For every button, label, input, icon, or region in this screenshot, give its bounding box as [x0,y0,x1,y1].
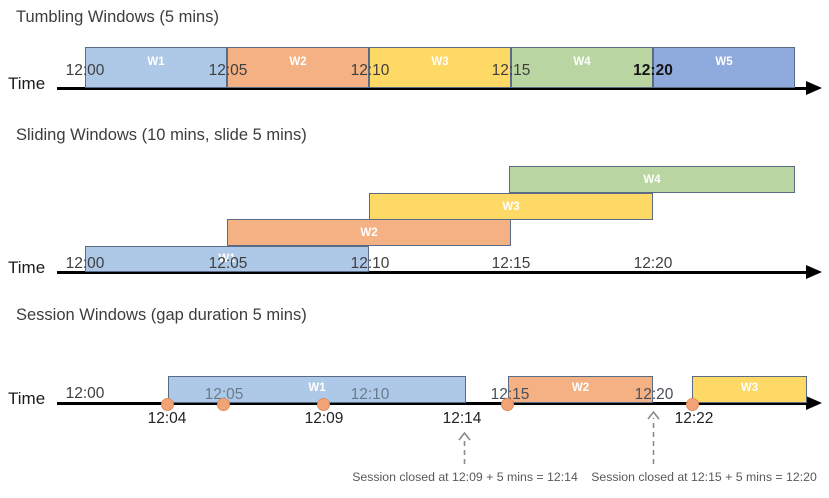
tumbling-window-w2: W2 [227,47,369,88]
session-close-arrow-1-icon [458,431,471,464]
window-label: W2 [360,226,378,239]
event-label-1204: 12:04 [147,410,187,427]
event-label-1222: 12:22 [674,410,714,427]
window-label: W4 [573,56,591,68]
sliding-tick-1200: 12:00 [65,255,105,272]
session-timeline [57,402,808,405]
window-label: W3 [502,200,520,213]
sliding-timeline-arrow-icon [806,265,822,279]
tumbling-tick-1215: 12:15 [491,62,531,79]
window-label: W2 [289,56,307,68]
window-label: W1 [308,382,326,394]
tumbling-timeline-arrow-icon [806,81,822,95]
sliding-tick-1210: 12:10 [350,255,390,272]
event-dot-1222 [686,398,699,411]
tumbling-timeline [57,87,808,90]
window-label: W1 [218,253,236,265]
session-inner-tick-1205: 12:05 [204,386,244,403]
tumbling-tick-1210: 12:10 [350,62,390,79]
tumbling-window-w3: W3 [369,47,511,88]
sliding-window-w2: W2 [227,219,511,246]
window-label: W1 [147,56,165,68]
session-inner-tick-1210: 12:10 [350,386,390,403]
session-start-tick: 12:00 [65,385,105,402]
tumbling-tick-1205: 12:05 [208,62,248,79]
sliding-window-w3: W3 [369,193,653,220]
tumbling-tick-1220: 12:20 [633,62,673,79]
tumbling-window-w5: W5 [653,47,795,88]
tumbling-window-w4: W4 [511,47,653,88]
event-label-1214: 12:14 [442,410,482,427]
sliding-timeline [57,271,808,274]
window-label: W3 [740,382,759,394]
window-label: W4 [643,173,661,186]
tumbling-section-title: Tumbling Windows (5 mins) [16,8,219,26]
session-close-annotation-2: Session closed at 12:15 + 5 mins = 12:20 [591,470,817,484]
session-edge-tick-1215: 12:15 [490,386,530,403]
sliding-tick-1215: 12:15 [491,255,531,272]
session-timeline-arrow-icon [806,396,822,410]
tumbling-window-w1: W1 [85,47,227,88]
event-label-1209: 12:09 [304,410,344,427]
sliding-tick-1220: 12:20 [633,255,673,272]
window-label: W5 [715,56,733,68]
event-dot-1205 [217,398,230,411]
session-window-w1: W1 [168,376,466,403]
session-close-arrow-2-icon [647,410,660,464]
tumbling-time-axis-label: Time [8,74,46,93]
session-close-annotation-1: Session closed at 12:09 + 5 mins = 12:14 [352,470,578,484]
session-edge-tick-1220: 12:20 [634,386,674,403]
session-window-w2: W2 [508,376,653,403]
sliding-section-title: Sliding Windows (10 mins, slide 5 mins) [16,126,307,144]
session-time-axis-label: Time [8,389,46,408]
sliding-window-w1: W1 [85,246,369,272]
window-label: W2 [571,382,590,394]
event-dot-1209 [317,398,330,411]
event-dot-1204 [161,398,174,411]
sliding-window-w4: W4 [509,166,795,193]
event-dot-1215 [501,398,514,411]
session-section-title: Session Windows (gap duration 5 mins) [16,306,307,324]
sliding-tick-1205: 12:05 [208,255,248,272]
tumbling-tick-1200: 12:00 [65,62,105,79]
sliding-time-axis-label: Time [8,258,46,277]
session-window-w3: W3 [692,376,807,403]
window-label: W3 [431,56,449,68]
